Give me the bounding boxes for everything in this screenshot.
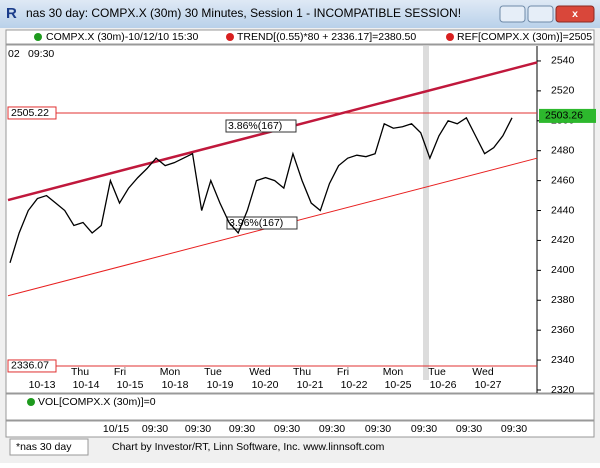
price-line: [9, 116, 513, 264]
date-label: 10-27: [475, 379, 502, 391]
symbol-info: COMPX.X (30m)-10/12/10 15:30: [46, 31, 198, 43]
close-button[interactable]: [555, 5, 595, 23]
annotation: 3.96%(167): [229, 217, 283, 229]
maximize-button[interactable]: [527, 5, 554, 23]
status-dot: [446, 33, 454, 41]
volume-pane: [5, 393, 595, 421]
weekday-label: Tue: [428, 366, 446, 378]
status-dot: [226, 33, 234, 41]
status-dot: [27, 398, 35, 406]
last-value-label: 2503.26: [545, 110, 583, 122]
y-tick-label: 2360: [551, 324, 575, 336]
y-tick-label: 2440: [551, 204, 575, 216]
date-label: 10-25: [385, 379, 412, 391]
corner-label: 02: [8, 48, 20, 60]
date-label: 10-21: [297, 379, 324, 391]
app-icon: R: [6, 5, 17, 22]
y-tick-label: 2380: [551, 294, 575, 306]
trend-info: TREND[(0.55)*80 + 2336.17]=2380.50: [237, 31, 416, 43]
reference-box: [7, 359, 57, 373]
status-dot: [34, 33, 42, 41]
annotation-box: [225, 119, 297, 133]
price-pane: [5, 44, 595, 394]
annotation-box: [226, 216, 298, 230]
minimize-button[interactable]: [499, 5, 526, 23]
date-label: 10-13: [29, 379, 56, 391]
y-tick-label: 2460: [551, 174, 575, 186]
time-label: 09:30: [185, 423, 211, 435]
weekday-label: Mon: [160, 366, 181, 378]
weekday-label: Thu: [293, 366, 311, 378]
tab-label: *nas 30 day: [16, 441, 72, 453]
window-title: nas 30 day: COMPX.X (30m) 30 Minutes, Se…: [26, 6, 461, 20]
y-tick-label: 2540: [551, 55, 575, 67]
volume-label: VOL[COMPX.X (30m)]=0: [38, 396, 156, 408]
y-tick-label: 2340: [551, 354, 575, 366]
credit: Chart by Investor/RT, Linn Software, Inc…: [112, 441, 385, 453]
weekday-label: Wed: [472, 366, 494, 378]
corner-label: 09:30: [28, 48, 54, 60]
date-label: 10-19: [207, 379, 234, 391]
y-tick-label: 2320: [551, 384, 575, 396]
time-label: 09:30: [365, 423, 391, 435]
y-tick-label: 2520: [551, 85, 575, 97]
date-label: 10-14: [73, 379, 100, 391]
weekday-label: Mon: [383, 366, 404, 378]
weekday-label: Tue: [204, 366, 222, 378]
weekday-label: Wed: [249, 366, 271, 378]
y-tick-label: 2480: [551, 144, 575, 156]
reference-box: [7, 106, 57, 120]
time-label: 09:30: [229, 423, 255, 435]
last-value-box: [539, 108, 596, 123]
annotation: 3.86%(167): [228, 120, 282, 132]
y-tick-label: 2400: [551, 264, 575, 276]
time-label: 09:30: [501, 423, 527, 435]
date-label: 10-18: [162, 379, 189, 391]
time-label: 09:30: [274, 423, 300, 435]
close-icon: x: [572, 8, 578, 20]
time-label: 09:30: [142, 423, 168, 435]
reference-label: 2336.07: [11, 360, 49, 372]
y-tick-label: 2420: [551, 234, 575, 246]
session-gap: [423, 46, 429, 380]
weekday-label: Thu: [71, 366, 89, 378]
date-label: 10-22: [341, 379, 368, 391]
time-label: 09:30: [411, 423, 437, 435]
weekday-label: Fri: [337, 366, 349, 378]
time-label: 10/15: [103, 423, 129, 435]
ref-info: REF[COMPX.X (30m)]=2505: [457, 31, 592, 43]
time-label: 09:30: [456, 423, 482, 435]
time-axis: [5, 420, 595, 438]
date-label: 10-15: [117, 379, 144, 391]
date-label: 10-26: [430, 379, 457, 391]
time-label: 09:30: [319, 423, 345, 435]
weekday-label: Fri: [114, 366, 126, 378]
info-bar: [5, 29, 595, 45]
reference-label: 2505.22: [11, 107, 49, 119]
chart-tab[interactable]: [9, 438, 89, 456]
date-label: 10-20: [252, 379, 279, 391]
